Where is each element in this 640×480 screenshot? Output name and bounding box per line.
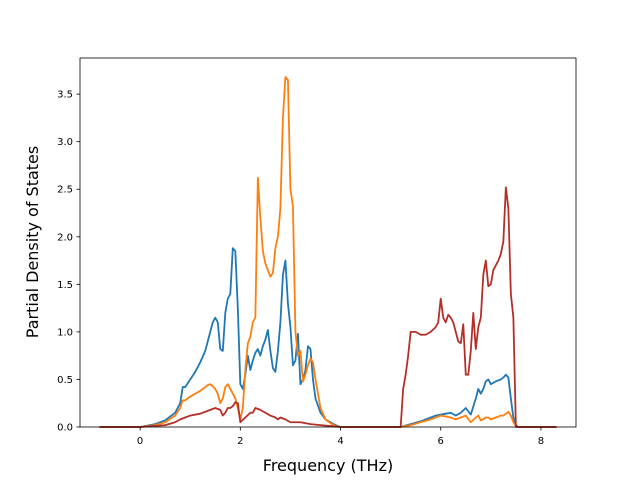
series-line-1 xyxy=(99,247,557,428)
y-axis-ticks: 0.0 0.5 1.0 1.5 2.0 2.5 3.0 3.5 xyxy=(57,90,80,434)
x-tick-label: 0 xyxy=(137,436,143,447)
y-tick-label: 3.5 xyxy=(57,90,73,101)
x-axis-ticks: 0 2 4 6 8 xyxy=(137,427,544,447)
y-tick-label: 3.0 xyxy=(57,137,73,148)
x-tick-label: 4 xyxy=(337,436,343,447)
series-line-2 xyxy=(99,76,557,428)
y-tick-label: 0.5 xyxy=(57,375,73,386)
series-layer xyxy=(99,76,557,428)
x-axis-label: Frequency (THz) xyxy=(263,456,393,475)
y-tick-label: 1.0 xyxy=(57,327,73,338)
y-tick-label: 2.5 xyxy=(57,185,73,196)
y-tick-label: 0.0 xyxy=(57,423,73,434)
y-axis-label: Partial Density of States xyxy=(23,146,42,338)
y-tick-label: 2.0 xyxy=(57,232,73,243)
series-line-3 xyxy=(99,186,557,428)
plot-frame xyxy=(79,57,577,428)
x-tick-label: 2 xyxy=(237,436,243,447)
x-tick-label: 6 xyxy=(438,436,444,447)
x-tick-label: 8 xyxy=(538,436,544,447)
y-tick-label: 1.5 xyxy=(57,280,73,291)
